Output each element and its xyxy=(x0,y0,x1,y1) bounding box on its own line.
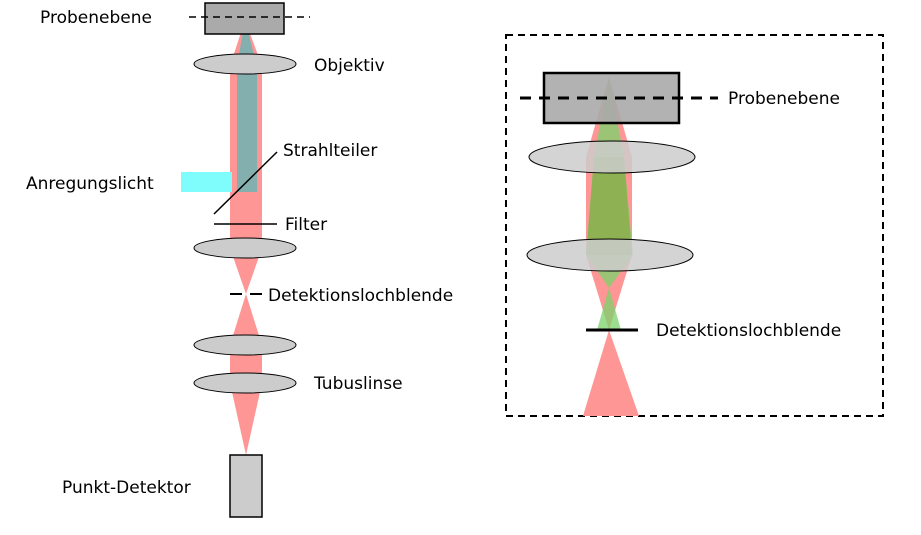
label-filter: Filter xyxy=(285,215,327,235)
excitation-overlap-parallel xyxy=(237,66,257,192)
inset-red-cone-out xyxy=(583,330,639,416)
beam-splitter xyxy=(213,151,278,215)
label-punkt-detektor: Punkt-Detektor xyxy=(62,478,191,498)
inset-overlap-upper xyxy=(586,157,632,255)
label-objektiv: Objektiv xyxy=(314,56,385,76)
inset-lens-lower xyxy=(526,238,694,272)
emission-cone-to-pinhole xyxy=(230,248,262,294)
focusing-lens xyxy=(193,237,297,259)
label-tubuslinse: Tubuslinse xyxy=(313,374,403,394)
label-probenebene-inset: Probenebene xyxy=(728,89,840,109)
tube-lens xyxy=(193,372,297,394)
emission-cone-to-detector xyxy=(230,383,262,455)
inset-green-cone-out xyxy=(597,288,621,330)
emission-cone-from-pinhole xyxy=(230,294,262,345)
inset-frame xyxy=(505,34,884,417)
label-detektionslochblende-main: Detektionslochblende xyxy=(268,286,453,306)
label-probenebene-main: Probenebene xyxy=(40,8,152,28)
inset-lens-upper xyxy=(528,140,696,174)
excitation-input xyxy=(181,172,232,192)
label-anregungslicht: Anregungslicht xyxy=(26,174,154,194)
label-strahlteiler: Strahlteiler xyxy=(283,141,377,161)
sample-box-main xyxy=(204,2,285,35)
excitation-beam xyxy=(181,20,257,192)
point-detector xyxy=(229,454,263,518)
label-detektionslochblende-inset: Detektionslochblende xyxy=(656,321,841,341)
relay-lens xyxy=(193,334,297,356)
inset-green-beam xyxy=(586,77,633,330)
objective-lens xyxy=(193,53,297,75)
